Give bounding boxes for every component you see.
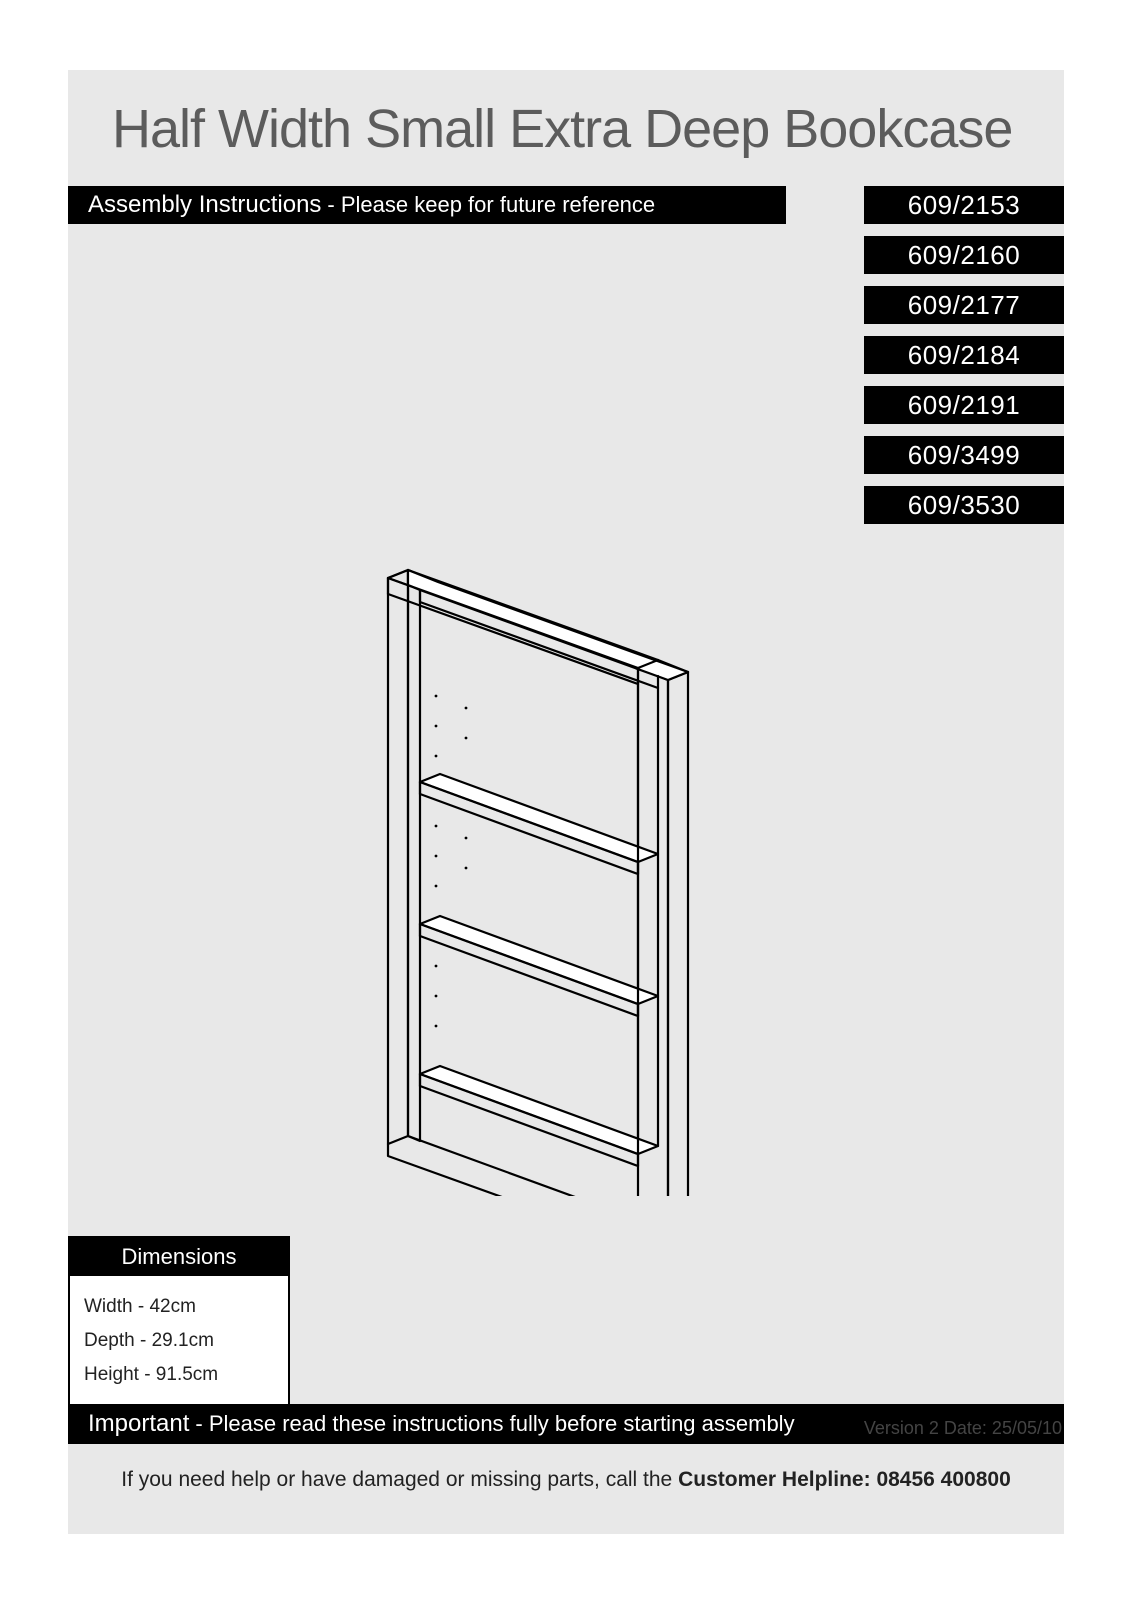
dimensions-body: Width - 42cm Depth - 29.1cm Height - 91.…: [70, 1276, 288, 1405]
content-area: Assembly Instructions - Please keep for …: [68, 186, 1064, 1506]
assembly-label-bold: Assembly Instructions: [88, 191, 321, 219]
dimension-height: Height - 91.5cm: [84, 1358, 274, 1392]
dimension-width: Width - 42cm: [84, 1290, 274, 1324]
assembly-label-rest: - Please keep for future reference: [327, 192, 655, 218]
assembly-instructions-bar: Assembly Instructions - Please keep for …: [68, 186, 786, 224]
version-footer: Version 2 Date: 25/05/10: [864, 1418, 1062, 1439]
product-code: 609/3499: [864, 436, 1064, 474]
dimension-depth: Depth - 29.1cm: [84, 1324, 274, 1358]
header-row: Assembly Instructions - Please keep for …: [68, 186, 1064, 224]
important-label-rest: - Please read these instructions fully b…: [195, 1411, 794, 1437]
dimensions-box: Dimensions Width - 42cm Depth - 29.1cm H…: [68, 1236, 290, 1407]
product-code: 609/2177: [864, 286, 1064, 324]
product-code: 609/2184: [864, 336, 1064, 374]
product-code: 609/2191: [864, 386, 1064, 424]
dimensions-header: Dimensions: [70, 1238, 288, 1276]
help-text-phone: Customer Helpline: 08456 400800: [678, 1468, 1011, 1491]
instruction-page: Half Width Small Extra Deep Bookcase Ass…: [68, 70, 1064, 1534]
important-label-bold: Important: [88, 1410, 189, 1438]
product-code: 609/2160: [864, 236, 1064, 274]
help-text: If you need help or have damaged or miss…: [68, 1468, 1064, 1492]
product-codes-column: 609/2153 609/2160 609/2177 609/2184 609/…: [864, 186, 1064, 536]
product-code: 609/2153: [864, 186, 1064, 224]
product-title: Half Width Small Extra Deep Bookcase: [68, 70, 1064, 186]
product-code: 609/3530: [864, 486, 1064, 524]
help-text-main: If you need help or have damaged or miss…: [121, 1468, 678, 1491]
bookcase-diagram: [358, 526, 788, 1196]
